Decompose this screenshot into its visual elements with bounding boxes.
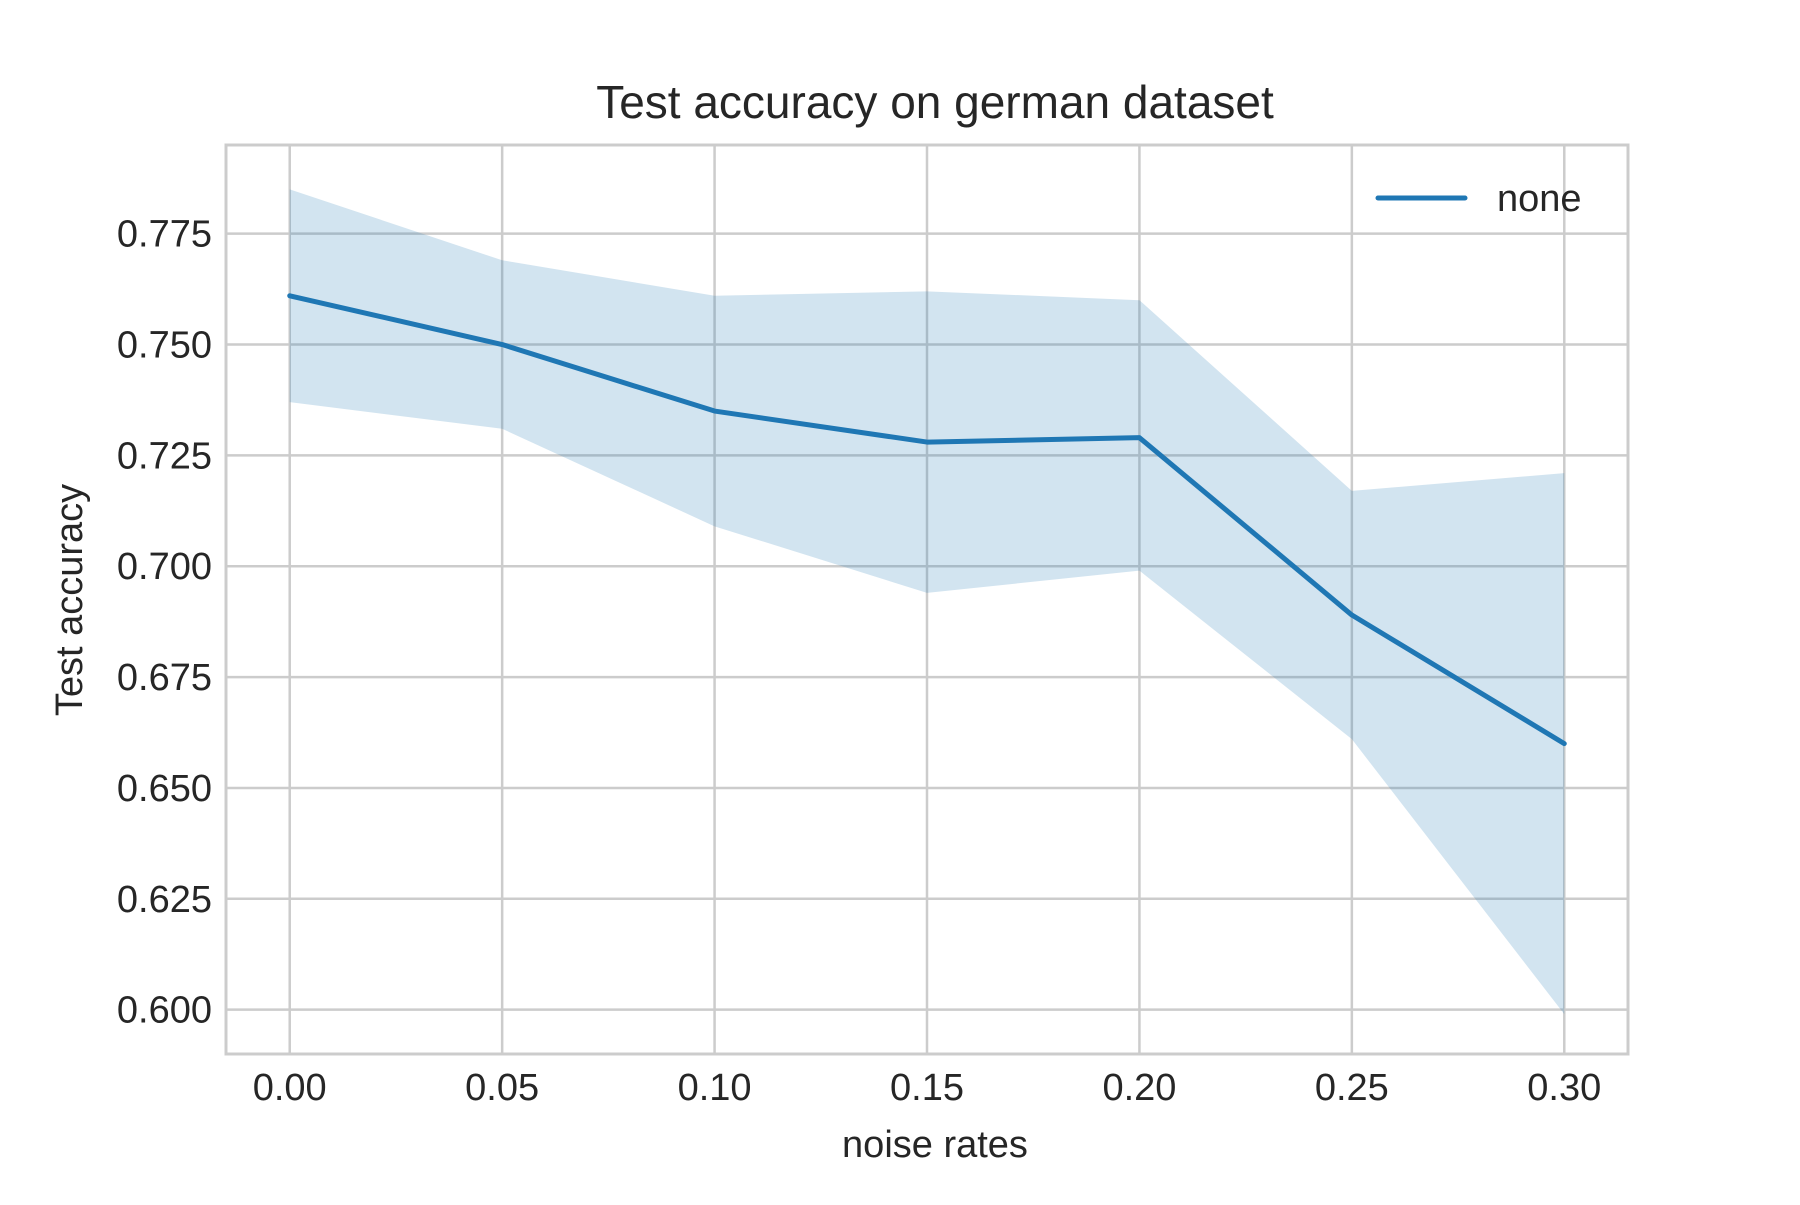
- data-point: [289, 295, 291, 297]
- legend-label-none: none: [1497, 178, 1582, 220]
- legend[interactable]: none: [1375, 178, 1582, 220]
- data-point: [1138, 437, 1140, 439]
- grid-lines: [226, 145, 1628, 1054]
- data-point: [501, 344, 503, 346]
- y-tick-labels: 0.600 0.625 0.650 0.675 0.700 0.725 0.750 0.775: [117, 214, 212, 1032]
- x-tick-label: 0.30: [1527, 1067, 1601, 1109]
- x-tick-label: 0.05: [465, 1067, 539, 1109]
- data-point: [926, 441, 928, 443]
- series-lines: [287, 293, 1567, 747]
- y-tick-label: 0.600: [117, 990, 212, 1032]
- chart-title: Test accuracy on german dataset: [596, 76, 1274, 128]
- plot-frame: [224, 143, 1630, 1056]
- y-axis-title: Test accuracy: [49, 484, 91, 716]
- confidence-bands: [289, 189, 1565, 1015]
- x-tick-labels: 0.00 0.05 0.10 0.15 0.20 0.25 0.30: [253, 1067, 1602, 1109]
- y-tick-label: 0.675: [117, 657, 212, 699]
- data-point: [1351, 614, 1353, 616]
- y-tick-label: 0.775: [117, 214, 212, 256]
- confidence-band-none: [289, 189, 1565, 1015]
- series-line-none: [287, 293, 1567, 747]
- x-tick-label: 0.10: [678, 1067, 752, 1109]
- data-point: [1563, 743, 1565, 745]
- x-tick-label: 0.20: [1102, 1067, 1176, 1109]
- y-tick-label: 0.700: [117, 546, 212, 588]
- x-tick-label: 0.25: [1315, 1067, 1389, 1109]
- x-axis-title: noise rates: [842, 1124, 1028, 1166]
- y-tick-label: 0.750: [117, 325, 212, 367]
- y-tick-label: 0.725: [117, 435, 212, 477]
- y-tick-label: 0.650: [117, 768, 212, 810]
- x-tick-label: 0.00: [253, 1067, 327, 1109]
- data-point: [714, 410, 716, 412]
- y-tick-label: 0.625: [117, 879, 212, 921]
- x-tick-label: 0.15: [890, 1067, 964, 1109]
